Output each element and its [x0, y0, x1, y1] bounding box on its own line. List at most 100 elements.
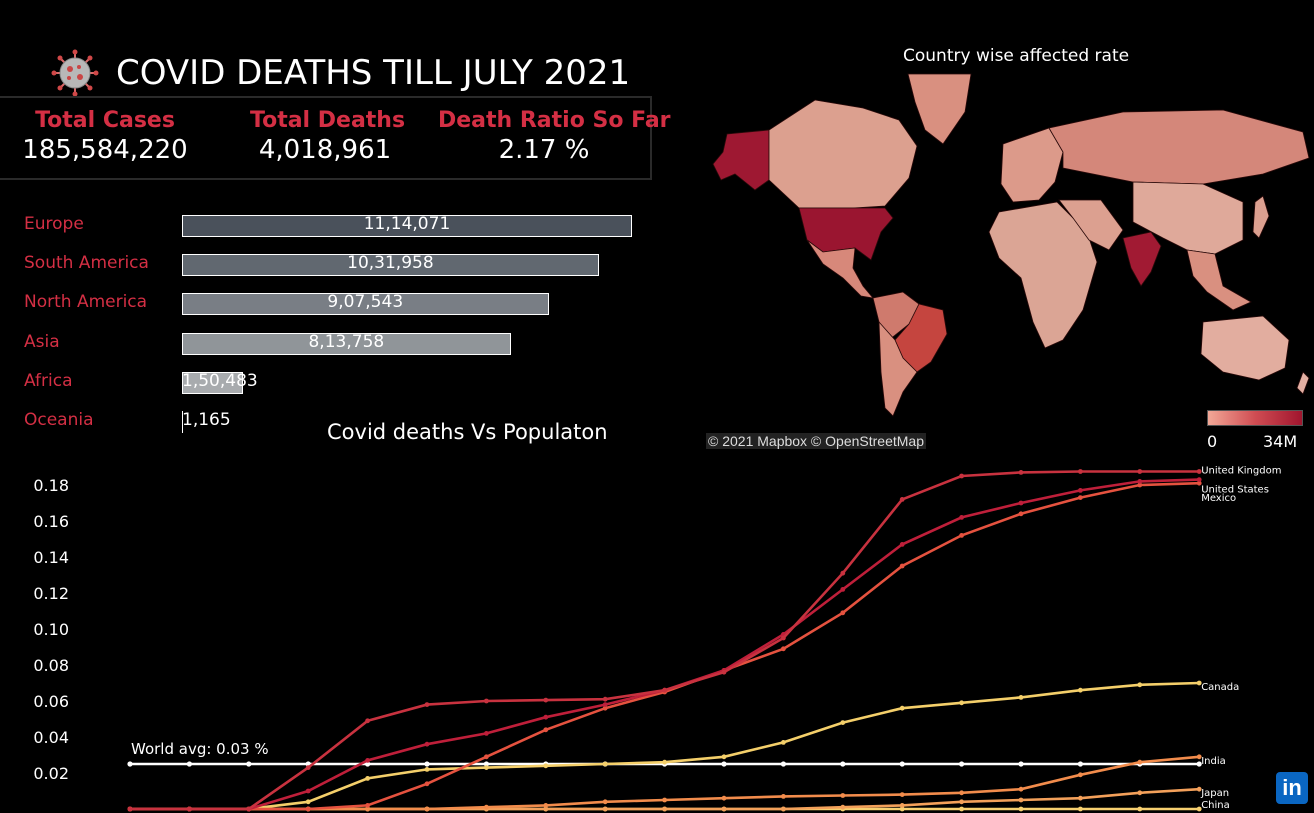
region-bar-value: 9,07,543	[327, 292, 404, 313]
y-tick-label: 0.12	[33, 584, 69, 603]
y-tick-label: 0.18	[33, 476, 69, 495]
series-point	[1018, 695, 1024, 700]
series-point	[424, 702, 430, 707]
y-tick-label: 0.10	[33, 620, 69, 639]
map-country-india	[1122, 231, 1162, 287]
series-point	[1137, 806, 1143, 812]
y-tick-label: 0.14	[33, 548, 69, 567]
series-point	[305, 765, 311, 770]
series-point	[1196, 754, 1202, 760]
series-point	[1196, 477, 1202, 482]
world-avg-point	[246, 761, 252, 767]
series-point	[1137, 479, 1143, 484]
region-bar[interactable]	[182, 411, 184, 433]
series-point	[1137, 682, 1143, 688]
series-point	[365, 803, 370, 808]
series-point	[959, 700, 964, 706]
series-point	[781, 806, 786, 812]
series-point	[899, 542, 905, 547]
kpi-value: 2.17 %	[498, 135, 590, 165]
region-bar[interactable]	[182, 293, 549, 316]
series-point	[484, 731, 489, 736]
y-tick-label: 0.16	[33, 512, 69, 531]
series-label: China	[1201, 800, 1230, 811]
world-avg-point	[780, 761, 787, 767]
series-point	[721, 795, 727, 801]
region-bar[interactable]	[182, 332, 511, 355]
map-country-south-south-america	[878, 320, 918, 417]
series-point	[959, 806, 964, 812]
series-point	[602, 702, 608, 707]
region-bar-value: 11,14,071	[363, 214, 451, 234]
world-avg-point	[483, 761, 489, 767]
region-label: Oceania	[24, 410, 94, 430]
series-point	[1078, 488, 1083, 493]
y-tick-label: 0.08	[33, 656, 69, 675]
series-point	[305, 806, 311, 812]
series-point	[602, 799, 608, 805]
legend-max-label: 34M	[1263, 432, 1298, 451]
series-point	[1078, 806, 1083, 812]
kpi-label: Total Cases	[35, 108, 175, 133]
series-point	[602, 761, 608, 767]
series-point	[662, 806, 667, 812]
series-label: United States	[1201, 485, 1269, 496]
series-point	[1078, 495, 1083, 500]
world-avg-label: World avg: 0.03 %	[131, 740, 269, 758]
series-point	[543, 727, 549, 733]
series-point	[899, 806, 905, 812]
series-point	[543, 803, 549, 808]
series-label: Japan	[1200, 788, 1229, 799]
world-map-svg	[712, 73, 1310, 417]
series-point	[781, 794, 786, 799]
series-point	[959, 515, 964, 520]
series-point	[1196, 680, 1202, 686]
series-point	[602, 806, 608, 812]
series-point	[721, 806, 727, 812]
region-bar-value: 8,13,758	[308, 331, 385, 352]
map-country-new-zealand	[1296, 371, 1310, 395]
series-point	[424, 741, 430, 747]
series-point	[1137, 790, 1143, 796]
map-credit[interactable]: © 2021 Mapbox © OpenStreetMap	[706, 433, 926, 449]
series-point	[424, 806, 430, 812]
series-point	[365, 718, 370, 724]
series-point	[1018, 797, 1024, 803]
series-point	[246, 806, 252, 812]
region-bar[interactable]	[182, 371, 243, 394]
series-point	[543, 697, 549, 703]
world-avg-point	[959, 761, 965, 767]
region-bar[interactable]	[182, 254, 599, 277]
series-point	[127, 806, 133, 812]
series-point	[543, 806, 549, 812]
series-point	[721, 754, 727, 760]
series-point	[899, 792, 905, 797]
series-point	[899, 705, 905, 711]
series-point	[1137, 759, 1143, 765]
series-point	[840, 720, 846, 725]
line-chart-title: Covid deaths Vs Populaton	[327, 420, 608, 444]
world-avg-point	[186, 761, 192, 767]
linkedin-icon[interactable]: in	[1276, 772, 1308, 804]
kpi-total-deaths: Total Deaths 4,018,961	[250, 108, 405, 165]
series-point	[959, 790, 964, 796]
virus-icon	[51, 49, 99, 97]
region-label: Asia	[24, 331, 60, 352]
world-avg-point	[840, 761, 846, 767]
kpi-value: 185,584,220	[22, 135, 188, 165]
kpi-death-ratio: Death Ratio So Far 2.17 %	[438, 108, 671, 165]
y-tick-label: 0.06	[33, 692, 69, 711]
kpi-value: 4,018,961	[258, 135, 392, 165]
series-point	[1018, 470, 1024, 475]
series-point	[484, 698, 489, 704]
world-map[interactable]	[703, 72, 1311, 424]
region-bar-value: 1,50,483	[182, 370, 258, 391]
title-block: COVID DEATHS TILL JULY 2021	[50, 48, 630, 98]
region-label: North America	[24, 292, 148, 313]
map-country-greenland	[907, 73, 972, 145]
region-bar[interactable]	[182, 215, 632, 237]
map-country-mexico	[806, 239, 874, 299]
series-point	[959, 473, 964, 479]
series-point	[1018, 806, 1024, 812]
